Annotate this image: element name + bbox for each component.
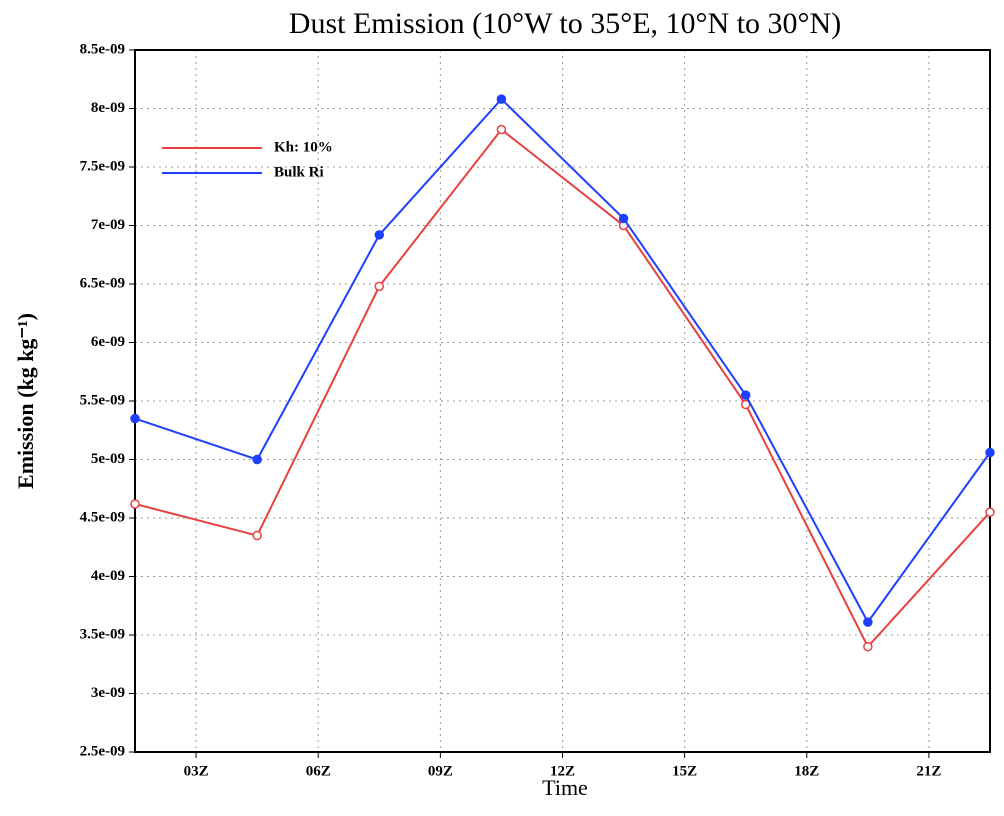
data-point [130, 413, 140, 424]
y-tick-label: 3e-09 [91, 685, 125, 701]
series-line [134, 128, 991, 649]
series-line [134, 97, 991, 625]
y-tick-label: 5e-09 [91, 451, 125, 467]
data-point [252, 530, 262, 541]
x-tick-label: 18Z [794, 763, 819, 779]
y-tick-label: 2.5e-09 [80, 743, 125, 759]
x-tick-label: 12Z [550, 763, 575, 779]
data-point [496, 94, 507, 104]
y-tick-label: 7.5e-09 [80, 158, 125, 174]
y-tick-label: 4e-09 [91, 568, 125, 584]
data-point [374, 281, 385, 292]
y-tick-label: 5.5e-09 [80, 392, 125, 408]
x-tick-label: 06Z [306, 763, 331, 779]
data-point [985, 507, 995, 517]
x-tick-label: 15Z [672, 763, 697, 779]
data-point [374, 230, 385, 240]
data-point [618, 213, 629, 224]
plot-frame [134, 49, 991, 753]
data-point [985, 447, 995, 458]
x-axis-label: Time [542, 775, 588, 800]
data-point [863, 641, 873, 652]
y-tick-label: 4.5e-09 [80, 509, 125, 525]
x-tick-label: 21Z [916, 763, 941, 779]
chart-title: Dust Emission (10°W to 35°E, 10°N to 30°… [289, 7, 841, 40]
data-point [130, 499, 140, 509]
legend-label: Kh: 10% [274, 139, 333, 155]
y-tick-label: 6e-09 [91, 334, 125, 350]
data-point [863, 617, 873, 627]
y-axis-label: Emission (kg kg⁻¹) [13, 313, 38, 489]
y-tick-label: 3.5e-09 [80, 626, 125, 642]
legend-label: Bulk Ri [274, 164, 324, 180]
data-point [740, 390, 751, 400]
y-tick-label: 8e-09 [91, 100, 125, 116]
y-tick-label: 8.5e-09 [80, 41, 125, 57]
x-tick-label: 03Z [184, 763, 209, 779]
x-tick-label: 09Z [428, 763, 453, 779]
y-tick-label: 6.5e-09 [80, 275, 125, 291]
data-point [496, 124, 507, 135]
data-point [252, 454, 262, 465]
y-tick-label: 7e-09 [91, 217, 125, 233]
